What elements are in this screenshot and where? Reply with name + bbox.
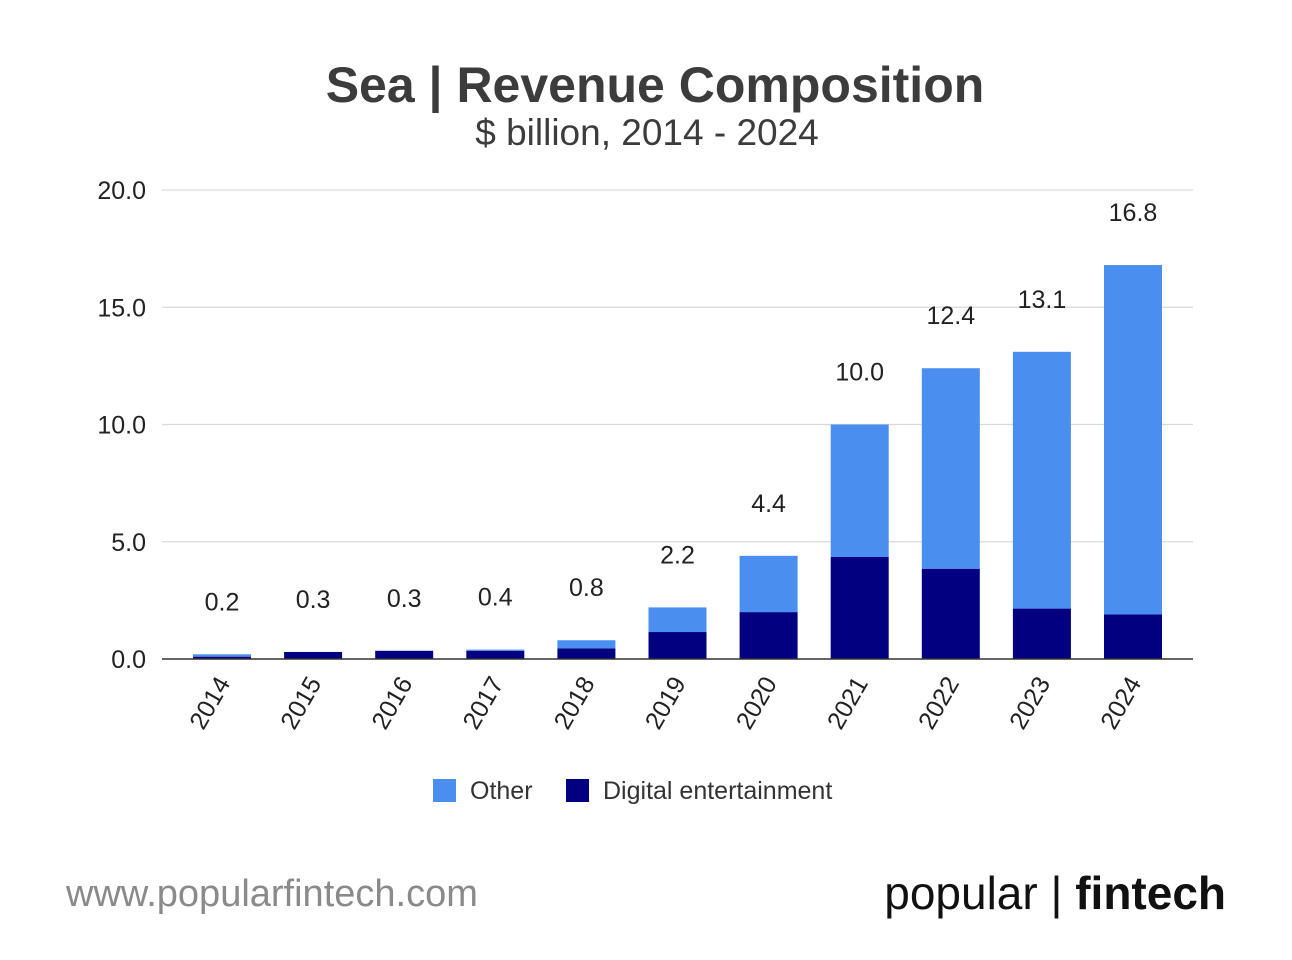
y-tick-label: 20.0: [97, 177, 146, 205]
bar-digital-entertainment-2017: [466, 650, 525, 659]
bars: [193, 265, 1162, 659]
bar-other-2024: [1104, 265, 1162, 615]
bar-other-2021: [830, 424, 889, 557]
y-axis-ticks: 0.0 5.0 10.0 15.0 20.0: [97, 177, 146, 674]
bar-digital-entertainment-2015: [284, 651, 343, 659]
x-axis-ticks: 2014 2015 2016 2017 2018 2019 2020 2021 2022 2023…: [184, 672, 1147, 734]
footer-url: www.popularfintech.com: [66, 873, 478, 915]
x-tick-label: 2015: [275, 672, 327, 734]
data-label: 0.3: [296, 586, 331, 614]
chart-title: Sea | Revenue Composition: [326, 57, 985, 114]
y-tick-label: 5.0: [111, 529, 146, 557]
data-label: 0.8: [569, 574, 604, 602]
x-tick-label: 2021: [822, 672, 874, 734]
bar-other-2014: [193, 654, 251, 657]
bar-digital-entertainment-2016: [375, 650, 434, 659]
bar-other-2023: [1012, 351, 1071, 609]
x-tick-label: 2019: [640, 672, 692, 734]
data-label: 0.2: [205, 588, 240, 616]
legend-swatch: [566, 779, 589, 802]
bar-digital-entertainment-2024: [1104, 614, 1162, 659]
legend-label: Digital entertainment: [603, 777, 832, 805]
y-tick-label: 10.0: [97, 412, 146, 440]
bar-other-2020: [739, 555, 798, 613]
bar-digital-entertainment-2019: [648, 632, 707, 659]
bar-other-2022: [921, 368, 980, 569]
brand-bold-text: fintech: [1075, 867, 1226, 919]
data-label: 0.4: [478, 584, 513, 612]
data-label: 10.0: [835, 359, 884, 387]
data-label: 12.4: [926, 302, 975, 330]
legend-label: Other: [470, 777, 533, 805]
bar-other-2018: [557, 640, 616, 649]
x-tick-label: 2024: [1095, 672, 1147, 734]
x-tick-label: 2017: [457, 672, 509, 734]
data-label: 16.8: [1109, 199, 1158, 227]
footer-brand-logo: popular | fintech: [884, 866, 1226, 920]
y-tick-label: 0.0: [111, 646, 146, 674]
data-label: 2.2: [660, 541, 695, 569]
bar-digital-entertainment-2020: [739, 612, 798, 659]
brand-light-text: popular |: [884, 867, 1076, 919]
bar-digital-entertainment-2014: [193, 656, 251, 659]
x-tick-label: 2018: [549, 672, 601, 734]
bar-other-2019: [648, 607, 707, 633]
x-tick-label: 2022: [913, 672, 965, 734]
data-labels: 0.2 0.3 0.3 0.4 0.8 2.2 4.4 10.0 12.4 13.1 16.8: [205, 199, 1158, 616]
bar-digital-entertainment-2021: [830, 556, 889, 659]
data-label: 4.4: [751, 490, 786, 518]
x-tick-label: 2020: [731, 672, 783, 734]
x-tick-label: 2023: [1004, 672, 1056, 734]
bar-digital-entertainment-2022: [921, 568, 980, 659]
bar-other-2017: [466, 649, 525, 651]
legend-swatch: [433, 779, 456, 802]
x-tick-label: 2014: [184, 672, 236, 734]
x-tick-label: 2016: [366, 672, 418, 734]
chart-subtitle: $ billion, 2014 - 2024: [475, 112, 819, 153]
legend: Other Digital entertainment: [433, 777, 832, 805]
data-label: 0.3: [387, 585, 422, 613]
bar-digital-entertainment-2018: [557, 648, 616, 659]
data-label: 13.1: [1018, 286, 1067, 314]
y-tick-label: 15.0: [97, 294, 146, 322]
bar-digital-entertainment-2023: [1012, 608, 1071, 659]
